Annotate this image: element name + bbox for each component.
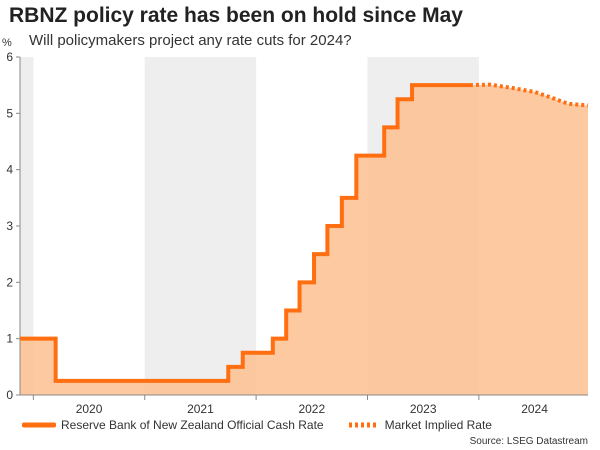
chart-title: RBNZ policy rate has been on hold since … (9, 4, 463, 27)
legend-solid-line-swatch (22, 422, 56, 428)
legend-dotted-line-swatch (348, 422, 378, 428)
y-tick-label: 3 (6, 219, 13, 233)
legend-label-official-rate: Reserve Bank of New Zealand Official Cas… (61, 418, 324, 432)
source-note: Source: LSEG Datastream (469, 436, 588, 447)
x-tick-label: 2023 (410, 402, 437, 416)
y-tick-label: 5 (6, 106, 13, 120)
rate-area-fill (20, 84, 588, 395)
y-tick-label: 0 (6, 388, 13, 402)
x-tick-label: 2021 (187, 402, 214, 416)
x-tick-label: 2020 (76, 402, 103, 416)
chart-legend: Reserve Bank of New Zealand Official Cas… (22, 418, 514, 432)
y-axis-unit: % (2, 37, 12, 49)
x-tick-label: 2024 (521, 402, 548, 416)
legend-item-market-implied: Market Implied Rate (346, 418, 492, 432)
y-tick-label: 6 (6, 50, 13, 64)
chart-subtitle: Will policymakers project any rate cuts … (29, 32, 352, 49)
legend-label-market-implied: Market Implied Rate (384, 418, 492, 432)
x-tick-label: 2022 (298, 402, 325, 416)
legend-item-official-rate: Reserve Bank of New Zealand Official Cas… (22, 418, 324, 432)
year-shade-band (20, 57, 34, 395)
y-tick-label: 4 (6, 163, 13, 177)
official-cash-rate-line (20, 83, 470, 383)
y-tick-label: 2 (6, 275, 13, 289)
market-implied-rate-line (469, 82, 589, 108)
y-tick-label: 1 (6, 332, 13, 346)
year-shade-band (144, 57, 257, 395)
